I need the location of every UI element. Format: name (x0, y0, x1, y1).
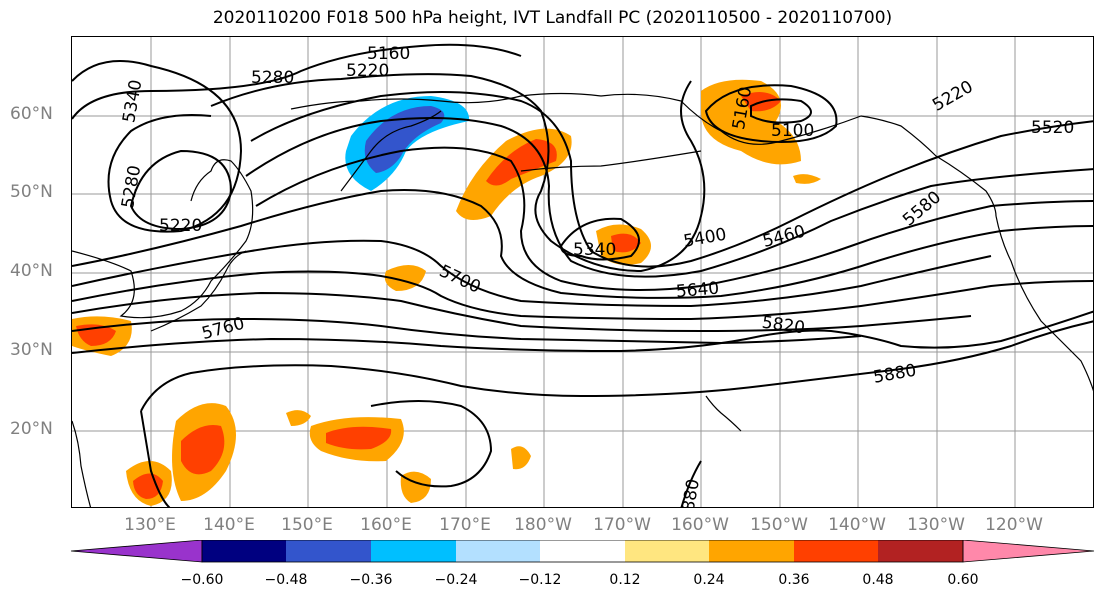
lon-label-140e: 140°E (203, 515, 255, 535)
ivt-positive-central-core (611, 233, 641, 253)
lon-label-160e: 160°E (360, 515, 412, 535)
contour-4 (245, 116, 1093, 278)
contour-label: 5160 (367, 44, 410, 64)
ivt-positive-bering-core (486, 139, 557, 186)
lon-label-120w: 120°W (985, 515, 1043, 535)
contour-label: 5280 (251, 68, 294, 88)
contour-label: 5880 (872, 361, 918, 388)
contour-9 (72, 291, 972, 333)
colorbar (70, 540, 1095, 563)
map-title: 2020110200 F018 500 hPa height, IVT Land… (212, 8, 893, 28)
colorbar-bin (709, 540, 794, 562)
colorbar-tick: −0.24 (434, 572, 478, 588)
ivt-positive-east-1 (793, 174, 821, 184)
colorbar-tick: −0.12 (518, 572, 562, 588)
coastline-alaska (600, 93, 997, 217)
colorbar-tick: −0.48 (264, 572, 308, 588)
colorbar-tick: 0.24 (693, 572, 725, 588)
map-panel: 5160 5220 5280 5340 5280 5220 5100 5160 … (71, 36, 1094, 508)
contour-1 (72, 43, 522, 120)
colorbar-bin (371, 540, 456, 562)
lon-label-130e: 130°E (124, 515, 176, 535)
lon-label-140w: 140°W (828, 515, 886, 535)
lon-label-150w: 150°W (750, 515, 808, 535)
lon-label-130w: 130°W (907, 515, 965, 535)
coastline-philippines (72, 420, 92, 507)
ivt-positive-tropical-3-core (326, 426, 392, 450)
ivt-negative-core (364, 106, 445, 173)
ivt-positive-tropical-4 (400, 471, 431, 503)
coastline-siberia (290, 92, 602, 110)
ivt-positive-tropical-6 (511, 446, 531, 470)
colorbar-tick: −0.60 (180, 572, 224, 588)
coastline-na-west (995, 215, 1093, 392)
contour-label: 5460 (761, 221, 808, 252)
colorbar-tick: 0.36 (778, 572, 810, 588)
contour-8 (72, 270, 1093, 321)
colorbar-tick: 0.60 (947, 572, 979, 588)
lat-label-50n: 50°N (10, 182, 53, 202)
lat-label-30n: 30°N (10, 340, 53, 360)
contour-5880-east (680, 460, 702, 507)
contour-5160-low (704, 84, 838, 143)
contour-6 (72, 189, 1093, 299)
contour-label: 5280 (118, 164, 145, 210)
contour-label: 5400 (682, 225, 728, 252)
lon-label-150e: 150°E (281, 515, 333, 535)
colorbar-bin (202, 540, 286, 562)
ivt-shading (72, 79, 821, 506)
contour-5880-loop (370, 400, 493, 488)
colorbar-bin (540, 540, 625, 562)
contour-trough-west (72, 60, 243, 233)
colorbar-bin (878, 540, 963, 562)
contour-3 (250, 91, 1093, 268)
colorbar-extend-low (70, 540, 203, 563)
contour-2 (210, 73, 706, 273)
colorbar-bin (456, 540, 540, 562)
contour-label-group: 5160 5220 5280 5340 5280 5220 5100 5160 … (118, 44, 1074, 508)
lon-label-170e: 170°E (439, 515, 491, 535)
colorbar-bin (286, 540, 371, 562)
contour-label: 5640 (675, 278, 720, 302)
contour-label: 5700 (436, 261, 484, 297)
colorbar-bin (625, 540, 709, 562)
lon-label-160w: 160°W (671, 515, 729, 535)
ivt-positive-tropical-1-core (181, 425, 225, 475)
contour-label: 5520 (1031, 118, 1074, 138)
ivt-positive-tropical-2-core (133, 473, 163, 499)
contour-7 (72, 239, 992, 308)
colorbar-frame (201, 540, 964, 563)
contour-label: 5340 (119, 78, 146, 124)
coastline-hawaii (705, 395, 742, 432)
contour-5220-closed (129, 149, 233, 231)
contour-label: 5100 (771, 121, 814, 141)
colorbar-tick: 0.48 (862, 572, 894, 588)
colorbar-extend-high (962, 540, 1095, 563)
contour-label: 5220 (159, 216, 202, 236)
contour-label: 880 (679, 477, 704, 508)
coastlines (72, 92, 1093, 507)
lat-label-40n: 40°N (10, 261, 53, 281)
contour-5100-low (750, 98, 812, 124)
lat-label-60n: 60°N (10, 104, 53, 124)
lon-label-170w: 170°W (593, 515, 651, 535)
height-contours (72, 43, 1093, 507)
colorbar-tick: −0.36 (349, 572, 393, 588)
contour-label: 5220 (929, 77, 976, 116)
contour-5 (255, 146, 1093, 291)
contour-5880 (140, 320, 1093, 412)
contour-label: 5340 (573, 240, 616, 260)
lat-label-20n: 20°N (10, 419, 53, 439)
contour-5820 (72, 310, 1093, 354)
contour-5880-lower (140, 410, 171, 507)
graticule (72, 37, 1093, 507)
colorbar-tick: 0.12 (609, 572, 641, 588)
colorbar-bin (794, 540, 878, 562)
map-canvas: 5160 5220 5280 5340 5280 5220 5100 5160 … (72, 37, 1093, 508)
coastline-japan (150, 250, 247, 332)
lon-label-180w: 180°W (514, 515, 572, 535)
contour-label: 5220 (346, 61, 389, 81)
ivt-positive-tropical-5 (286, 410, 311, 426)
